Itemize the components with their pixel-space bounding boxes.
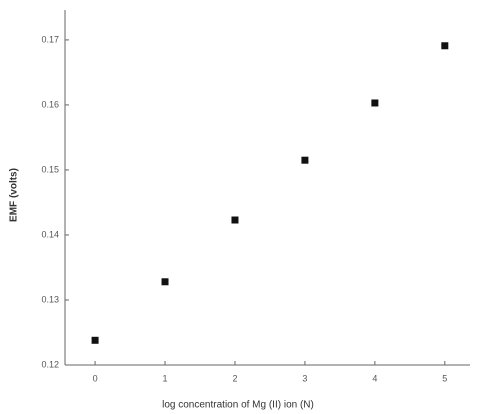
x-tick-label: 1	[163, 373, 168, 383]
x-axis-label: log concentration of Mg (II) ion (N)	[162, 400, 314, 411]
point	[441, 42, 449, 50]
point	[371, 99, 379, 107]
point	[161, 278, 169, 286]
point	[231, 216, 239, 224]
y-tick-label: 0.14	[41, 229, 59, 239]
y-tick-label: 0.17	[41, 34, 59, 44]
x-tick-label: 3	[302, 373, 307, 383]
x-tick-label: 2	[232, 373, 237, 383]
y-axis-label: EMF (volts)	[9, 168, 20, 222]
y-tick-label: 0.16	[41, 99, 59, 109]
point	[301, 156, 309, 164]
x-tick-label: 4	[372, 373, 377, 383]
y-tick-label: 0.15	[41, 164, 59, 174]
x-tick-label: 5	[442, 373, 447, 383]
x-tick-label: 0	[93, 373, 98, 383]
y-tick-label: 0.13	[41, 294, 59, 304]
y-tick-label: 0.12	[41, 359, 59, 369]
point	[91, 336, 99, 344]
